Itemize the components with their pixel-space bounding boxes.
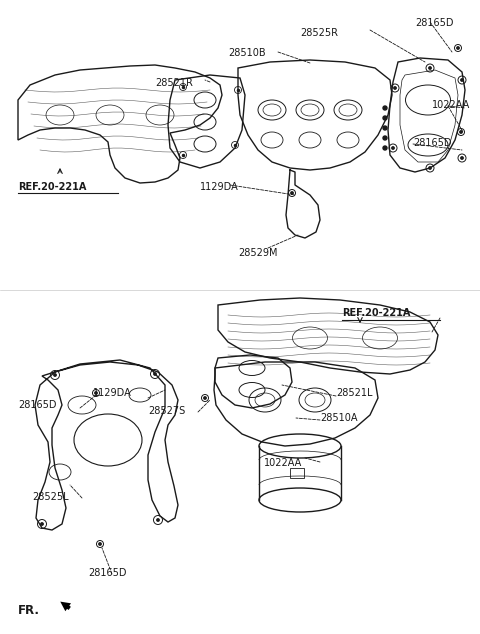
Text: 28525L: 28525L [32, 492, 69, 502]
Text: 1129DA: 1129DA [93, 388, 132, 398]
Text: 1129DA: 1129DA [200, 182, 239, 192]
Circle shape [383, 126, 387, 130]
Text: REF.20-221A: REF.20-221A [342, 308, 410, 318]
Text: REF.20-221A: REF.20-221A [18, 182, 86, 192]
Circle shape [99, 543, 101, 545]
Text: 28510A: 28510A [320, 413, 358, 423]
Circle shape [429, 167, 431, 169]
Text: 28510B: 28510B [228, 48, 265, 58]
Circle shape [383, 106, 387, 110]
Circle shape [95, 392, 97, 394]
Circle shape [383, 136, 387, 140]
Bar [290, 468, 304, 478]
Circle shape [429, 67, 431, 69]
Circle shape [460, 131, 462, 133]
Circle shape [154, 373, 156, 375]
Circle shape [54, 374, 56, 376]
Text: 28165D: 28165D [88, 568, 127, 578]
Circle shape [383, 146, 387, 150]
Circle shape [457, 47, 459, 49]
Text: 28165D: 28165D [415, 18, 454, 28]
Circle shape [383, 116, 387, 120]
Circle shape [392, 147, 394, 149]
Text: 28165D: 28165D [413, 138, 452, 148]
Text: 28521L: 28521L [336, 388, 372, 398]
Text: 28165D: 28165D [18, 400, 57, 410]
Circle shape [204, 397, 206, 399]
Text: 28529M: 28529M [238, 248, 277, 258]
Text: 28525R: 28525R [300, 28, 338, 38]
Circle shape [461, 79, 463, 81]
Circle shape [157, 519, 159, 521]
Circle shape [41, 523, 43, 525]
Text: 1022AA: 1022AA [432, 100, 470, 110]
Circle shape [394, 87, 396, 89]
Circle shape [291, 192, 293, 194]
Circle shape [461, 157, 463, 159]
Text: 28521R: 28521R [155, 78, 193, 88]
Text: FR.: FR. [18, 604, 40, 617]
Text: 28527S: 28527S [148, 406, 185, 416]
Text: 1022AA: 1022AA [264, 458, 302, 468]
